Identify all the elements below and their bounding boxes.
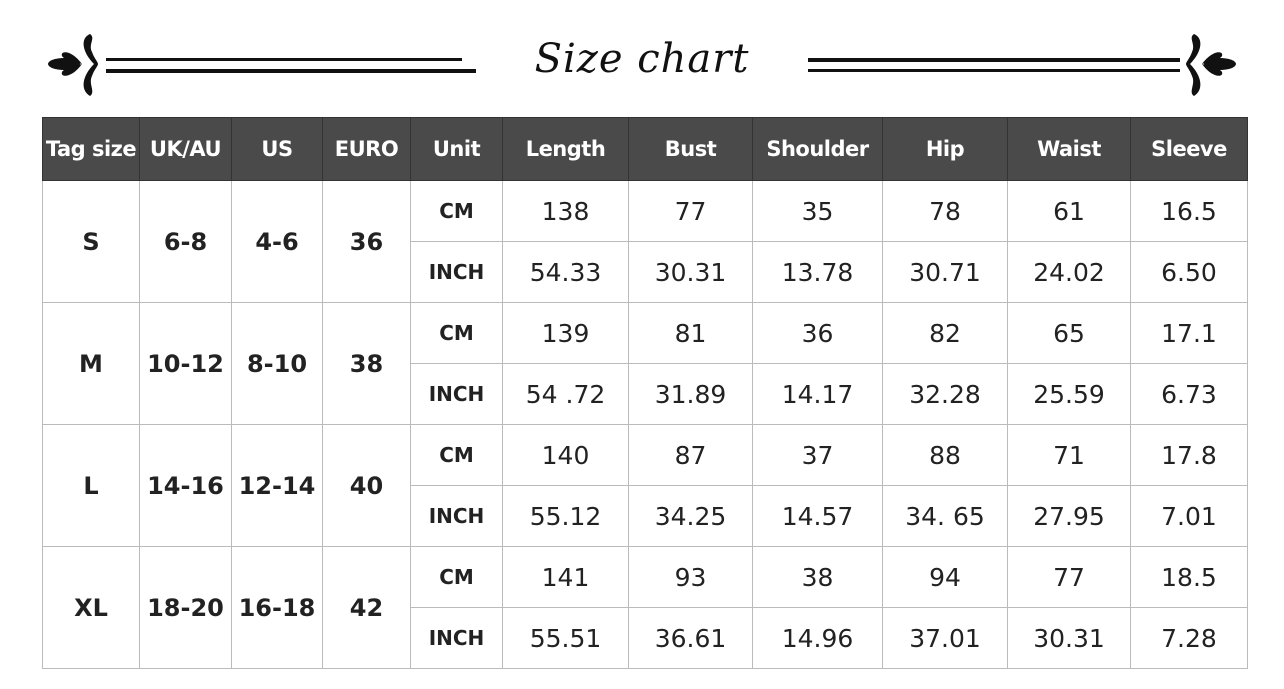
measurement-cell: 25.59 [1007,363,1131,425]
measurement-cell: 30.31 [628,241,753,303]
measurement-cell: 141 [502,546,629,608]
euro-cell: 42 [322,546,411,669]
euro-cell: 40 [322,424,411,547]
column-header: Sleeve [1130,117,1248,181]
measurement-cell: 34.25 [628,485,753,547]
measurement-cell: 31.89 [628,363,753,425]
measurement-cell: 14.96 [752,607,883,669]
column-header: Unit [410,117,503,181]
measurement-cell: 82 [882,302,1008,364]
column-header: Shoulder [752,117,883,181]
measurement-cell: 30.31 [1007,607,1131,669]
column-header: Hip [882,117,1008,181]
unit-cell: CM [410,424,503,486]
measurement-cell: 17.8 [1130,424,1248,486]
uk-au-cell: 6-8 [139,180,232,303]
size-tag-cell: XL [42,546,140,669]
unit-cell: CM [410,180,503,242]
table-row: INCH 54.33 30.31 13.78 30.71 24.02 6.50 [43,241,1248,303]
unit-cell: INCH [410,241,503,303]
measurement-cell: 17.1 [1130,302,1248,364]
measurement-cell: 55.51 [502,607,629,669]
us-cell: 4-6 [231,180,323,303]
unit-cell: INCH [410,607,503,669]
table-row: XL 18-20 16-18 42 CM 141 93 38 94 77 18.5 [42,546,1248,669]
measurement-cell: 94 [882,546,1008,608]
measurement-cell: 27.95 [1007,485,1131,547]
measurement-cell: 55.12 [502,485,629,547]
measurement-cell: 88 [882,424,1008,486]
measurement-cell: 138 [502,180,629,242]
size-tag-cell: M [42,302,140,425]
measurement-cell: 71 [1007,424,1131,486]
table-row: M 10-12 8-10 38 CM 139 81 36 82 65 17.1 [42,302,1248,425]
us-cell: 16-18 [231,546,323,669]
measurement-cell: 7.01 [1130,485,1248,547]
measurement-cell: 61 [1007,180,1131,242]
measurement-cell: 16.5 [1130,180,1248,242]
measurement-cell: 13.78 [752,241,883,303]
column-header: UK/AU [139,117,232,181]
measurement-cell: 7.28 [1130,607,1248,669]
unit-cell: CM [410,302,503,364]
header-row: Tag size UK/AU US EURO Unit Length Bust Shoulde… [42,117,1248,181]
measurement-cell: 14.57 [752,485,883,547]
measurement-cell: 93 [628,546,753,608]
size-tag-cell: L [42,424,140,547]
measurement-cell: 140 [502,424,629,486]
measurement-cell: 37 [752,424,883,486]
uk-au-cell: 18-20 [139,546,232,669]
us-cell: 12-14 [231,424,323,547]
column-header: Bust [628,117,753,181]
measurement-cell: 81 [628,302,753,364]
unit-cell: INCH [410,485,503,547]
size-chart-table: Tag size UK/AU US EURO Unit Length Bust Shoulde… [42,117,1248,669]
measurement-cell: 32.28 [882,363,1008,425]
table-row: L 14-16 12-14 40 CM 140 87 37 88 71 17.8 [42,424,1248,547]
chart-title: Size chart [534,36,750,82]
table-row: S 6-8 4-6 36 CM 138 77 35 78 61 16.5 [42,180,1248,303]
measurement-cell: 37.01 [882,607,1008,669]
column-header: US [231,117,323,181]
measurement-cell: 65 [1007,302,1131,364]
measurement-cell: 139 [502,302,629,364]
measurement-cell: 14.17 [752,363,883,425]
measurement-cell: 54.33 [502,241,629,303]
measurement-cell: 77 [1007,546,1131,608]
measurement-cell: 34. 65 [882,485,1008,547]
column-header: Waist [1007,117,1131,181]
uk-au-cell: 10-12 [139,302,232,425]
measurement-cell: 78 [882,180,1008,242]
column-header: Length [502,117,629,181]
measurement-cell: 6.50 [1130,241,1248,303]
column-header: EURO [322,117,411,181]
measurement-cell: 6.73 [1130,363,1248,425]
measurement-cell: 87 [628,424,753,486]
measurement-cell: 24.02 [1007,241,1131,303]
right-flourish-icon [1186,34,1236,96]
euro-cell: 36 [322,180,411,303]
measurement-cell: 35 [752,180,883,242]
unit-cell: CM [410,546,503,608]
size-tag-cell: S [42,180,140,303]
left-flourish-icon [48,34,98,96]
measurement-cell: 54 .72 [502,363,629,425]
measurement-cell: 30.71 [882,241,1008,303]
table-row: INCH 55.51 36.61 14.96 37.01 30.31 7.28 [43,607,1248,669]
uk-au-cell: 14-16 [139,424,232,547]
measurement-cell: 18.5 [1130,546,1248,608]
measurement-cell: 36.61 [628,607,753,669]
euro-cell: 38 [322,302,411,425]
measurement-cell: 36 [752,302,883,364]
us-cell: 8-10 [231,302,323,425]
table-row: INCH 55.12 34.25 14.57 34. 65 27.95 7.01 [43,485,1248,547]
column-header: Tag size [42,117,140,181]
measurement-cell: 77 [628,180,753,242]
unit-cell: INCH [410,363,503,425]
measurement-cell: 38 [752,546,883,608]
